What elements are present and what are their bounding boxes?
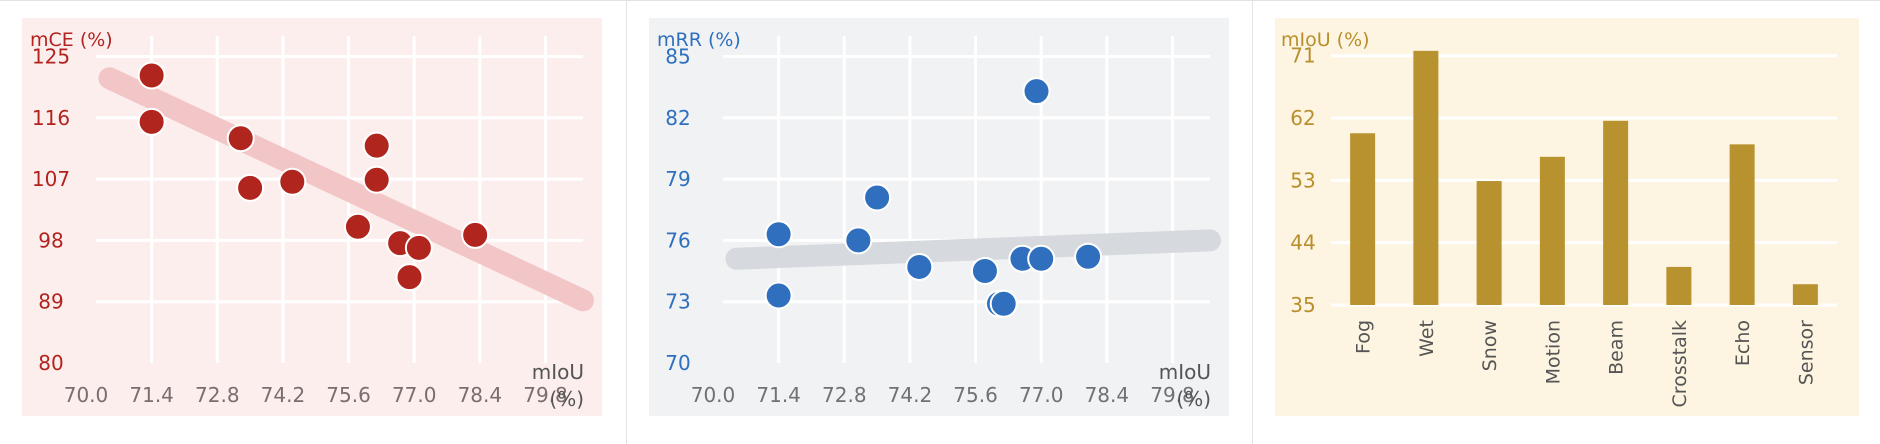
y-tick-label: 71 [1290, 44, 1315, 68]
y-tick-label: 79 [665, 167, 690, 191]
x-tick-label: 78.4 [1085, 383, 1130, 407]
x-tick-label: 75.6 [953, 383, 998, 407]
data-point [362, 131, 391, 160]
y-tick-label: 70 [665, 351, 690, 375]
y-axis-title: mRR (%) [657, 29, 741, 51]
category-label: Snow [1479, 320, 1501, 371]
x-tick-label: 71.4 [756, 383, 801, 407]
y-tick-label: 35 [1290, 293, 1315, 317]
data-point [395, 263, 424, 292]
mrr-scatter-chart: 70.0 71.4 72.8 74.2 75.6 77.0 78.4 79.8 70 73 76 79… [649, 18, 1229, 416]
bar [1539, 156, 1565, 305]
y-tick-label: 89 [38, 290, 63, 314]
data-point [404, 233, 433, 262]
data-point [863, 183, 892, 212]
x-tick-label: 70.0 [64, 383, 109, 407]
x-axis-title-line1: mIoU [532, 360, 584, 384]
data-point [137, 107, 166, 136]
x-tick-label: 70.0 [691, 383, 736, 407]
data-point [1074, 242, 1103, 271]
data-point [989, 289, 1018, 318]
bar [1476, 181, 1502, 305]
x-tick-label: 72.8 [822, 383, 867, 407]
data-point [226, 124, 255, 153]
x-tick-label: 77.0 [392, 383, 437, 407]
bar [1666, 266, 1692, 305]
mrr-scatter-panel: 70.0 71.4 72.8 74.2 75.6 77.0 78.4 79.8 70 73 76 79… [627, 0, 1252, 444]
trend-band [725, 229, 1221, 270]
data-point [343, 212, 372, 241]
miou-bar-chart: 35 44 53 62 71 Fog Wet Snow Motion Beam Crosstalk E… [1275, 18, 1859, 416]
x-axis-title-line2: (%) [549, 387, 584, 411]
category-label: Fog [1353, 320, 1375, 354]
y-tick-label: 85 [665, 44, 690, 68]
trend-band [98, 67, 594, 312]
top-border [0, 0, 1880, 1]
y-tick-label: 53 [1290, 168, 1315, 192]
category-label: Crosstalk [1669, 320, 1691, 407]
data-point [362, 165, 391, 194]
data-point [905, 252, 934, 281]
category-label: Sensor [1795, 320, 1817, 385]
data-point [1027, 244, 1056, 273]
x-tick-label: 77.0 [1019, 383, 1064, 407]
y-axis-title: mCE (%) [30, 29, 113, 51]
category-label: Echo [1732, 320, 1754, 366]
mce-scatter-chart: 70.0 71.4 72.8 74.2 75.6 77.0 78.4 79.8 80 89 98 10… [22, 18, 602, 416]
y-tick-label: 82 [665, 106, 690, 130]
data-point [970, 257, 999, 286]
data-point [844, 226, 873, 255]
category-label: Motion [1542, 320, 1564, 384]
bar [1603, 120, 1629, 305]
x-tick-label: 72.8 [195, 383, 240, 407]
category-label: Beam [1606, 320, 1628, 375]
plot-background [649, 18, 1229, 416]
category-label: Wet [1416, 320, 1438, 357]
y-tick-label: 62 [1290, 106, 1315, 130]
data-point [764, 281, 793, 310]
y-tick-label: 73 [665, 290, 690, 314]
divider-2 [1252, 0, 1253, 444]
data-point [137, 61, 166, 90]
x-tick-label: 79.8 [1150, 383, 1195, 407]
x-tick-label: 79.8 [523, 383, 568, 407]
data-point [278, 167, 307, 196]
mce-scatter-panel: 70.0 71.4 72.8 74.2 75.6 77.0 78.4 79.8 80 89 98 10… [0, 0, 626, 444]
bar [1413, 50, 1439, 305]
miou-bar-panel: 35 44 53 62 71 Fog Wet Snow Motion Beam Crosstalk E… [1253, 0, 1880, 444]
x-tick-label: 75.6 [326, 383, 371, 407]
y-axis-title: mIoU (%) [1281, 29, 1370, 51]
y-tick-label: 98 [38, 228, 63, 252]
data-point [461, 220, 490, 249]
divider-1 [626, 0, 627, 444]
x-tick-label: 74.2 [888, 383, 933, 407]
x-axis-title-line2: (%) [1176, 387, 1211, 411]
data-point [236, 173, 265, 202]
x-tick-label: 74.2 [261, 383, 306, 407]
data-point [1022, 77, 1051, 106]
y-tick-label: 116 [32, 106, 70, 130]
bar [1729, 144, 1755, 305]
data-point [764, 220, 793, 249]
y-tick-label: 125 [32, 44, 70, 68]
x-tick-label: 71.4 [129, 383, 174, 407]
x-tick-label: 78.4 [458, 383, 503, 407]
bar [1792, 284, 1818, 305]
y-tick-label: 80 [38, 351, 63, 375]
y-tick-label: 44 [1290, 231, 1315, 255]
y-tick-label: 107 [32, 167, 70, 191]
y-tick-label: 76 [665, 228, 690, 252]
bar [1350, 133, 1376, 305]
x-axis-title-line1: mIoU [1159, 360, 1211, 384]
